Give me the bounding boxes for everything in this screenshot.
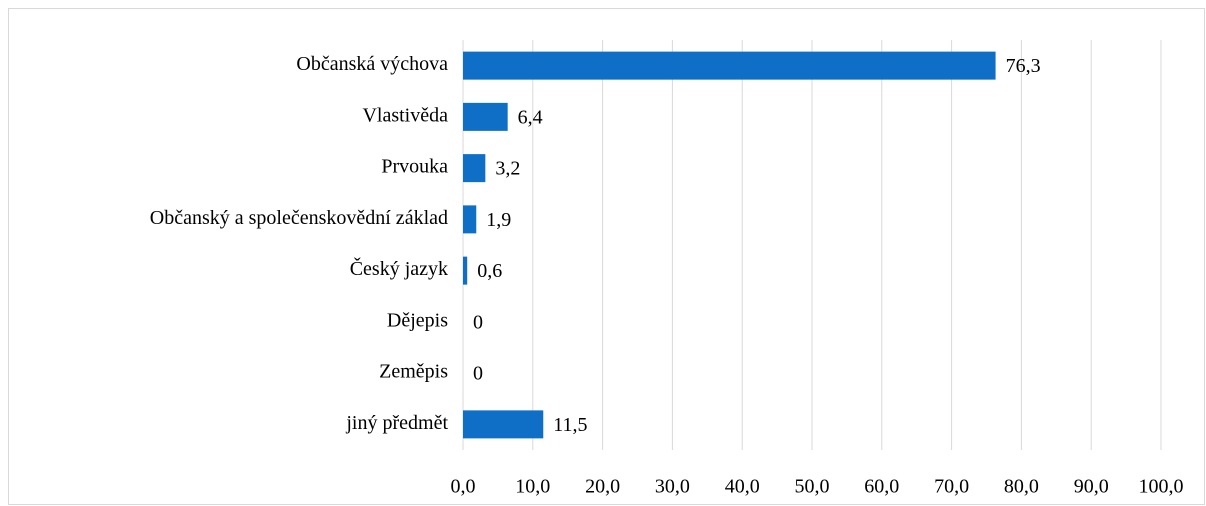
value-label: 0,6 <box>477 260 502 282</box>
chart-frame <box>8 8 1205 505</box>
x-tick-label: 40,0 <box>725 476 760 498</box>
value-label: 3,2 <box>495 158 520 180</box>
x-tick-label: 10,0 <box>515 476 550 498</box>
x-tick-label: 30,0 <box>655 476 690 498</box>
x-tick-label: 80,0 <box>1004 476 1039 498</box>
bar <box>463 154 486 183</box>
y-tick-label: Prvouka <box>381 156 448 178</box>
x-tick-label: 20,0 <box>585 476 620 498</box>
value-label: 0 <box>473 311 483 333</box>
x-tick-label: 100,0 <box>1139 476 1184 498</box>
bar <box>463 51 996 80</box>
value-label: 76,3 <box>1006 55 1041 77</box>
value-label: 11,5 <box>553 414 587 436</box>
x-tick-label: 50,0 <box>795 476 830 498</box>
y-tick-label: Vlastivěda <box>362 104 448 126</box>
bar <box>463 205 477 234</box>
y-tick-label: Občanský a společenskovědní základ <box>150 207 448 229</box>
x-tick-label: 0,0 <box>451 476 476 498</box>
y-tick-label: Zeměpis <box>379 361 448 383</box>
bar <box>463 410 544 439</box>
value-label: 1,9 <box>486 209 511 231</box>
value-label: 6,4 <box>518 106 543 128</box>
bar <box>463 256 468 285</box>
bar <box>463 102 508 131</box>
y-tick-label: Český jazyk <box>350 256 448 280</box>
y-tick-label: jiný předmět <box>345 412 448 434</box>
x-tick-label: 60,0 <box>864 476 899 498</box>
y-tick-label: Občanská výchova <box>296 53 448 75</box>
y-tick-label: Dějepis <box>387 309 448 331</box>
value-label: 0 <box>473 363 483 385</box>
x-tick-label: 90,0 <box>1074 476 1109 498</box>
x-tick-label: 70,0 <box>934 476 969 498</box>
